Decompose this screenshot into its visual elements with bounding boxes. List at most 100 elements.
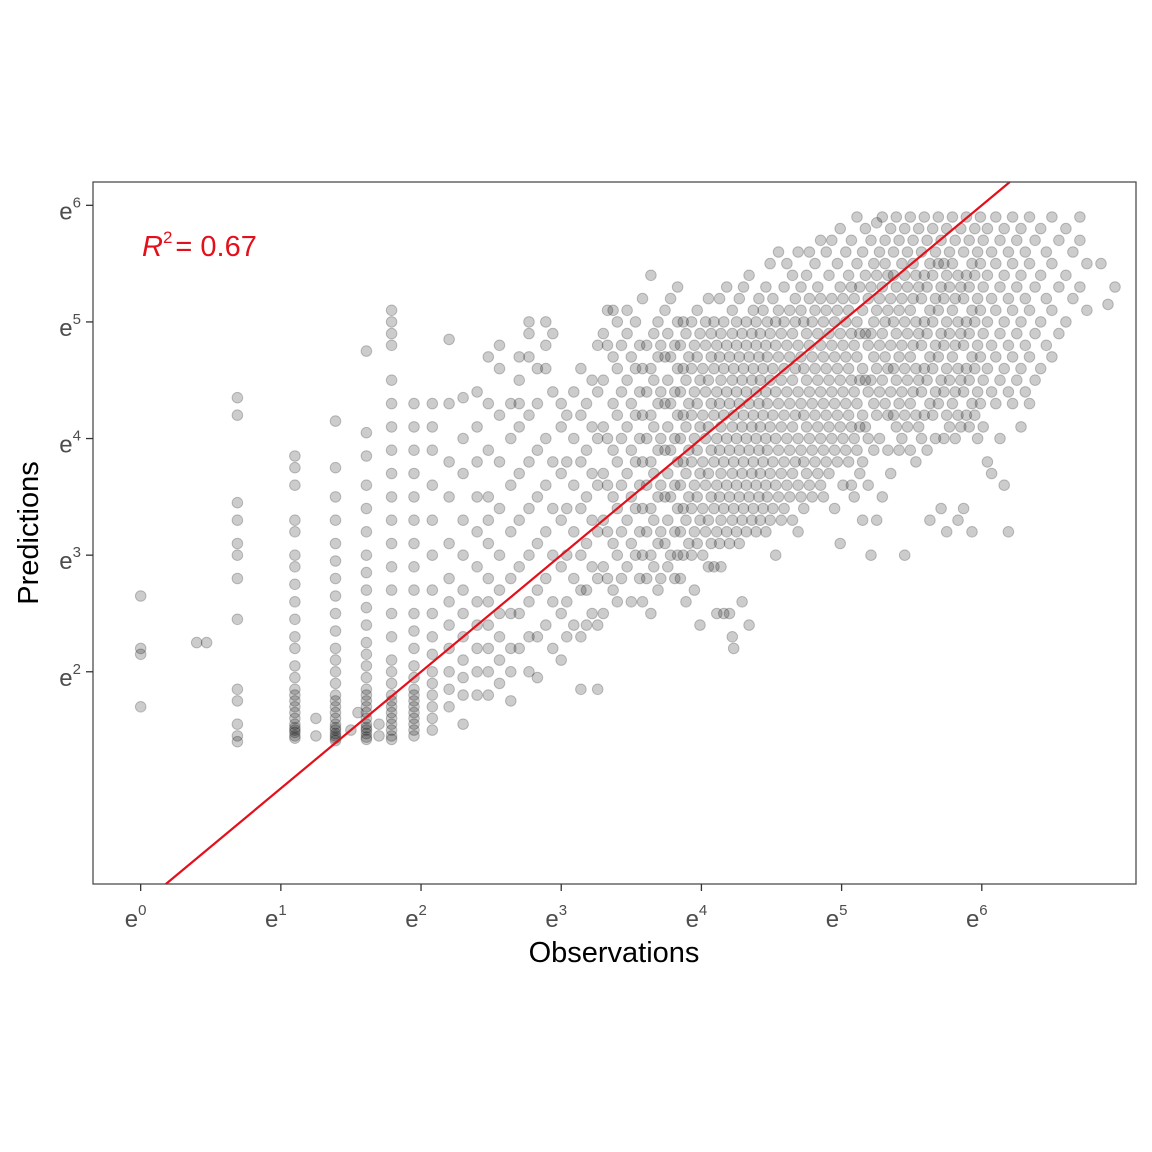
data-point: [753, 491, 765, 503]
data-point: [702, 292, 715, 305]
data-point: [645, 362, 657, 375]
data-point: [677, 362, 690, 375]
data-point: [800, 327, 813, 340]
data-point: [726, 514, 739, 527]
data-point: [611, 409, 624, 422]
data-point: [747, 409, 760, 422]
data-point: [985, 339, 998, 352]
data-point: [837, 386, 849, 398]
data-point: [694, 327, 706, 340]
data-point: [540, 526, 552, 538]
data-point: [786, 467, 799, 480]
data-point: [329, 730, 342, 742]
data-point: [803, 479, 816, 492]
data-point: [523, 327, 535, 340]
data-point: [817, 397, 830, 410]
data-point: [531, 631, 544, 643]
data-point: [615, 386, 628, 398]
data-point: [898, 549, 911, 562]
data-point: [924, 351, 936, 363]
data-point: [648, 327, 660, 340]
data-point: [680, 374, 692, 387]
data-point: [360, 426, 373, 439]
data-point: [781, 339, 793, 352]
data-point: [907, 339, 919, 352]
data-point: [505, 666, 517, 678]
data-point: [711, 386, 723, 398]
data-point: [591, 619, 604, 631]
data-point: [723, 351, 736, 363]
data-point: [625, 537, 638, 550]
data-point: [806, 491, 819, 503]
data-point: [754, 467, 767, 480]
data-point: [845, 479, 858, 492]
data-point: [1006, 257, 1019, 270]
data-point: [591, 386, 604, 398]
data-point: [471, 689, 483, 701]
data-point: [580, 491, 593, 503]
data-point: [677, 316, 690, 328]
data-point: [633, 432, 646, 445]
data-point: [289, 721, 301, 734]
data-point: [697, 362, 709, 375]
data-point: [715, 561, 727, 573]
data-point: [820, 304, 833, 317]
data-point: [697, 409, 709, 422]
data-point: [826, 234, 838, 247]
data-point: [998, 362, 1011, 375]
data-point: [385, 718, 398, 731]
data-point: [769, 432, 782, 445]
data-point: [680, 421, 692, 433]
data-point: [699, 316, 712, 328]
data-point: [730, 339, 743, 352]
x-axis-title: Observations: [529, 937, 700, 969]
data-point: [580, 619, 593, 631]
data-point: [740, 432, 753, 445]
data-point: [711, 607, 723, 620]
data-point: [685, 316, 698, 328]
data-point: [952, 409, 964, 422]
data-point: [971, 339, 984, 352]
data-point: [457, 514, 469, 527]
data-point: [754, 374, 767, 387]
data-point: [929, 432, 942, 445]
data-point: [713, 444, 726, 457]
data-point: [963, 281, 976, 293]
data-point: [523, 502, 535, 515]
data-point: [893, 397, 905, 410]
data-point: [385, 561, 398, 573]
data-point: [471, 386, 483, 398]
data-point: [329, 701, 342, 713]
data-point: [493, 584, 506, 596]
data-point: [702, 561, 715, 573]
data-point: [659, 537, 671, 550]
data-point: [740, 386, 753, 398]
data-point: [1015, 362, 1027, 375]
data-point: [828, 444, 841, 457]
data-point: [1109, 281, 1121, 293]
data-point: [289, 578, 301, 591]
data-point: [513, 467, 526, 480]
data-point: [963, 374, 976, 387]
data-point: [688, 526, 701, 538]
data-point: [471, 456, 483, 468]
data-point: [806, 397, 819, 410]
data-point: [851, 351, 863, 363]
data-point: [561, 596, 573, 608]
data-point: [645, 456, 657, 468]
data-point: [837, 479, 849, 492]
data-point: [789, 456, 802, 468]
data-point: [190, 636, 203, 649]
data-point: [921, 374, 933, 387]
data-point: [764, 257, 776, 270]
data-point: [772, 246, 785, 258]
data-point: [540, 316, 552, 328]
data-point: [720, 281, 733, 293]
data-point: [772, 491, 785, 503]
data-point: [601, 479, 614, 492]
data-point: [231, 391, 244, 404]
data-point: [981, 222, 994, 235]
data-point: [969, 316, 981, 328]
data-point: [938, 292, 950, 305]
data-point: [994, 432, 1006, 445]
